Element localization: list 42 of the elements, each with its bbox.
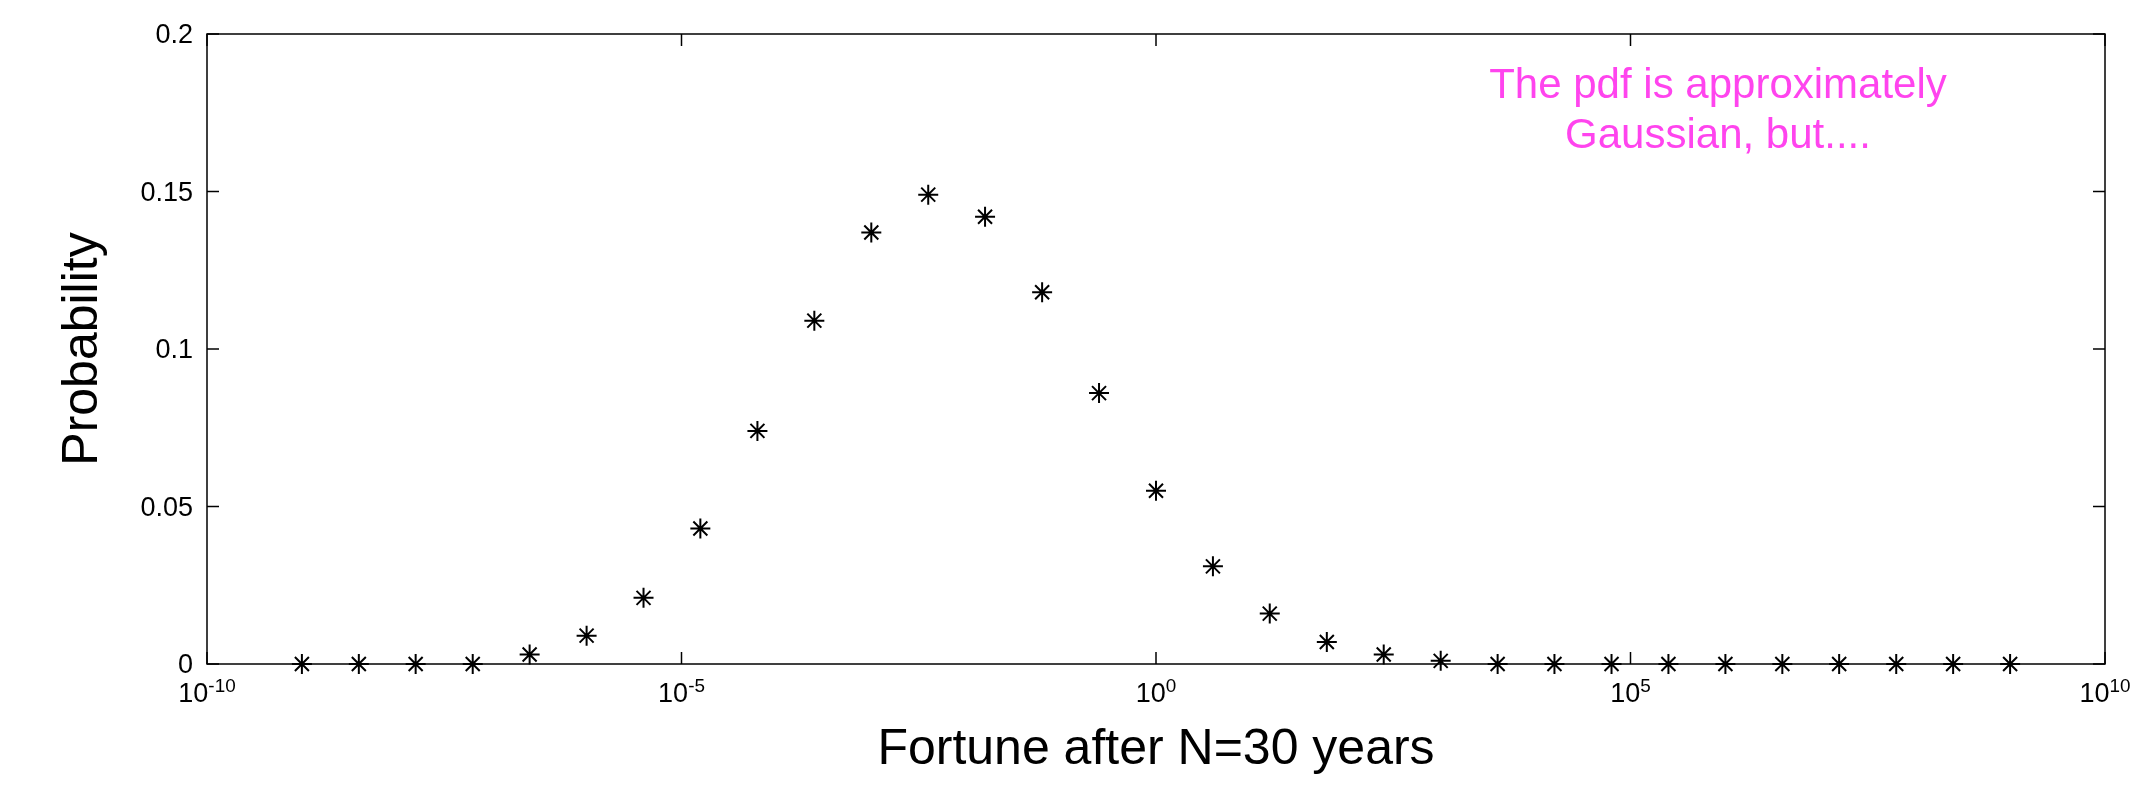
point [1258, 602, 1281, 625]
y-tick-label: 0.05 [140, 491, 193, 522]
point [1429, 649, 1452, 672]
y-tick-label: 0.1 [155, 334, 193, 364]
x-tick-label: 10$^{0}$ [1135, 674, 1177, 708]
point [1600, 653, 1623, 675]
point [1145, 479, 1167, 502]
point [803, 309, 826, 332]
point [461, 653, 484, 675]
point [1657, 653, 1680, 675]
point [1031, 281, 1054, 304]
annotation: The pdf is approximately Gaussian, but.... [1489, 60, 1947, 157]
x-tick-label: 10$^{-5}$ [658, 674, 705, 708]
point [1885, 653, 1908, 675]
point [404, 653, 427, 675]
point [347, 653, 370, 675]
y-tick-label: 0.15 [140, 176, 193, 207]
point [518, 643, 541, 666]
point [1999, 653, 2022, 675]
point [1088, 382, 1111, 405]
point [1771, 653, 1794, 675]
point [290, 653, 313, 675]
point [746, 419, 769, 442]
x-tick-label: 10$^{10}$ [2079, 674, 2131, 708]
point [632, 586, 655, 609]
point [1486, 653, 1509, 675]
point [917, 183, 940, 206]
point [1942, 653, 1965, 675]
point [1543, 653, 1566, 675]
y-tick-label: 0.2 [155, 19, 193, 49]
point [689, 517, 712, 540]
point [1201, 555, 1224, 578]
point [1828, 653, 1851, 675]
point [1372, 643, 1395, 666]
point [974, 205, 997, 228]
point [1714, 653, 1737, 675]
point [1315, 630, 1338, 653]
y-axis-title: Probability [52, 232, 108, 466]
x-tick-label: 10$^{5}$ [1610, 674, 1651, 708]
point [575, 624, 598, 647]
x-axis-title: Fortune after N=30 years [877, 719, 1435, 775]
point [860, 221, 883, 244]
